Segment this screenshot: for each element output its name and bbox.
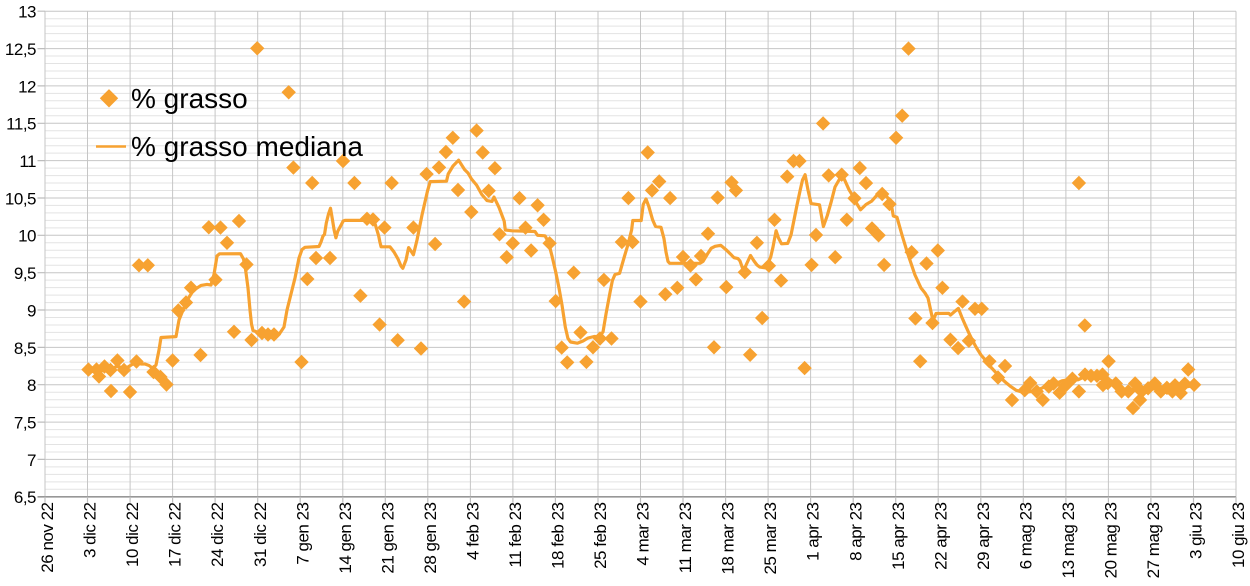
svg-text:% grasso mediana: % grasso mediana xyxy=(131,131,363,162)
svg-text:15 apr 23: 15 apr 23 xyxy=(889,502,908,569)
svg-text:8,5: 8,5 xyxy=(14,339,36,358)
svg-text:8: 8 xyxy=(27,376,36,395)
svg-text:7,5: 7,5 xyxy=(14,414,36,433)
svg-text:7 gen 23: 7 gen 23 xyxy=(293,502,312,564)
svg-text:27 mag 23: 27 mag 23 xyxy=(1144,502,1163,578)
svg-text:11: 11 xyxy=(19,152,36,171)
svg-text:28 gen 23: 28 gen 23 xyxy=(421,502,440,573)
svg-text:12,5: 12,5 xyxy=(5,40,36,59)
svg-text:9: 9 xyxy=(27,301,36,320)
svg-text:21 gen 23: 21 gen 23 xyxy=(378,502,397,573)
svg-text:12: 12 xyxy=(18,77,36,96)
svg-text:4 feb 23: 4 feb 23 xyxy=(464,502,483,559)
svg-text:25 mar 23: 25 mar 23 xyxy=(761,502,780,574)
svg-text:8 apr 23: 8 apr 23 xyxy=(846,502,865,560)
svg-text:20 mag 23: 20 mag 23 xyxy=(1102,502,1121,578)
svg-text:6,5: 6,5 xyxy=(14,488,36,507)
svg-text:7: 7 xyxy=(27,451,36,470)
svg-text:18 feb 23: 18 feb 23 xyxy=(549,502,568,568)
svg-text:25 feb 23: 25 feb 23 xyxy=(591,502,610,568)
svg-text:29 apr 23: 29 apr 23 xyxy=(974,502,993,569)
svg-text:11 mar 23: 11 mar 23 xyxy=(676,502,695,573)
svg-text:13 mag 23: 13 mag 23 xyxy=(1059,502,1078,578)
svg-text:17 dic 22: 17 dic 22 xyxy=(166,502,185,567)
svg-text:26 nov 22: 26 nov 22 xyxy=(38,502,57,572)
svg-text:10: 10 xyxy=(18,227,36,246)
svg-text:10 giu 23: 10 giu 23 xyxy=(1229,502,1248,567)
svg-text:24 dic 22: 24 dic 22 xyxy=(208,502,227,567)
svg-text:18 mar 23: 18 mar 23 xyxy=(719,502,738,574)
svg-text:31 dic 22: 31 dic 22 xyxy=(251,502,270,567)
svg-text:% grasso: % grasso xyxy=(131,83,248,114)
svg-text:3 dic 22: 3 dic 22 xyxy=(81,502,100,558)
svg-text:6 mag 23: 6 mag 23 xyxy=(1016,502,1035,569)
svg-text:9,5: 9,5 xyxy=(14,264,36,283)
svg-text:10,5: 10,5 xyxy=(5,189,36,208)
svg-text:1 apr 23: 1 apr 23 xyxy=(804,502,823,560)
svg-text:14 gen 23: 14 gen 23 xyxy=(336,502,355,573)
svg-text:3 giu 23: 3 giu 23 xyxy=(1187,502,1206,559)
svg-text:22 apr 23: 22 apr 23 xyxy=(931,502,950,569)
svg-text:4 mar 23: 4 mar 23 xyxy=(634,502,653,565)
svg-text:13: 13 xyxy=(18,3,36,22)
svg-text:11 feb 23: 11 feb 23 xyxy=(506,502,525,567)
svg-text:11,5: 11,5 xyxy=(6,115,36,134)
svg-text:10 dic 22: 10 dic 22 xyxy=(123,502,142,567)
